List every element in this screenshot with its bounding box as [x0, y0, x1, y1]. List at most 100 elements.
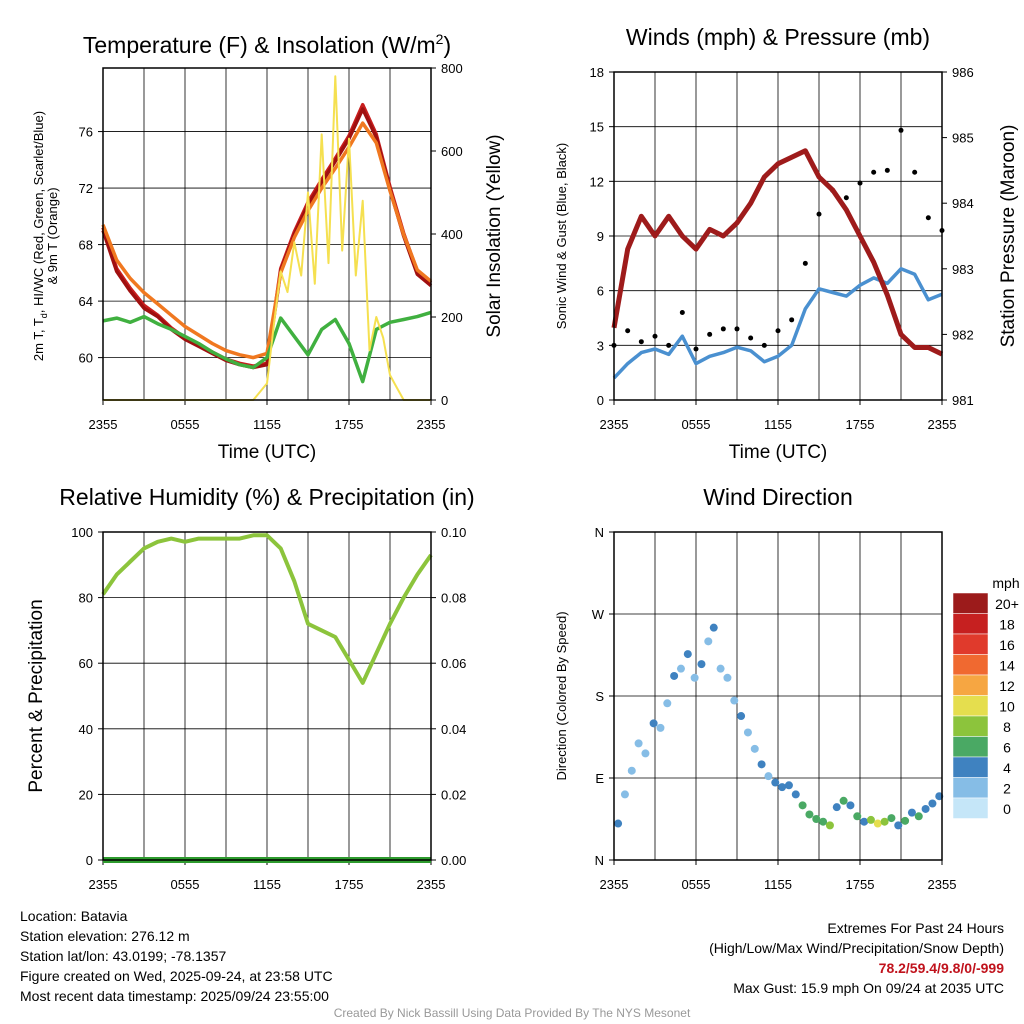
rh-ytick-label: 60: [79, 656, 93, 671]
direction-point: [614, 819, 623, 828]
wind-series-gust-point: [871, 169, 877, 175]
wind-ytick-label: 6: [597, 284, 604, 299]
temp-xtick-label: 0555: [171, 417, 200, 432]
direction-point: [683, 650, 692, 659]
wind-ytick-right-label: 983: [952, 262, 974, 277]
direction-point: [907, 808, 916, 817]
temperature-title: Temperature (F) & Insolation (W/m2): [83, 31, 451, 58]
legend-swatch: [952, 715, 989, 737]
location-text: Location: Batavia: [20, 908, 128, 924]
winds-ylabel-right: Station Pressure (Maroon): [998, 125, 1019, 348]
direction-point: [730, 696, 739, 705]
dir-ytick-label: E: [595, 771, 604, 786]
temp-ytick-right-label: 800: [441, 61, 463, 76]
temperature-ylabel-left-line1: 2m T, Td, HI/WC (Red, Green, Scarlet/Blu…: [31, 111, 49, 361]
direction-point: [819, 817, 828, 826]
direction-point: [839, 796, 848, 805]
wind-ytick-label: 12: [590, 174, 604, 189]
direction-point: [757, 760, 766, 769]
wind-plot-frame: [613, 71, 943, 401]
direction-point: [921, 804, 930, 813]
temperature-ylabel-left-line2: & 9m T (Orange): [45, 187, 60, 284]
direction-point: [627, 766, 636, 775]
direction-point: [716, 664, 725, 673]
direction-point: [723, 673, 732, 682]
direction-point: [690, 673, 699, 682]
rh-ytick-label: 0: [86, 853, 93, 868]
direction-point: [805, 810, 814, 819]
direction-point: [812, 815, 821, 823]
legend-swatch: [952, 777, 989, 799]
wind-ytick-right-label: 981: [952, 393, 974, 408]
chart-marks: 2355 0555 1155 1755 235560646872760200400600…: [71, 61, 973, 892]
wind-series-gust-point: [693, 346, 699, 352]
rh-xtick-label: 1755: [335, 877, 364, 892]
temp-series-td: [102, 310, 432, 384]
direction-point: [880, 817, 889, 826]
wind-ytick-label: 18: [590, 65, 604, 80]
dir-xtick-label: 2355: [928, 877, 957, 892]
extremes-info: Extremes For Past 24 Hours (High/Low/Max…: [709, 918, 1004, 998]
temperature-xlabel: Time (UTC): [218, 442, 317, 463]
station-info: Location: Batavia Station elevation: 276…: [20, 906, 333, 1006]
wind-series-gust-point: [666, 342, 672, 348]
wind-ytick-label: 0: [597, 393, 604, 408]
rh-ytick-right-label: 0.06: [441, 656, 466, 671]
rh-xtick-label: 1155: [253, 877, 281, 892]
direction-point: [873, 819, 882, 828]
legend-label: 16: [999, 637, 1015, 653]
legend-swatch: [952, 633, 989, 655]
direction-point: [764, 772, 773, 781]
wind-ytick-right-label: 986: [952, 65, 974, 80]
legend-label: 12: [999, 678, 1015, 694]
wind-series-gust-point: [789, 317, 795, 323]
wind-series-gust-point: [884, 167, 890, 173]
dir-ytick-label: N: [595, 853, 604, 868]
direction-panel: Wind Direction Direction (Colored By Spe…: [554, 484, 1020, 819]
wind-series-gust-point: [775, 328, 781, 334]
direction-point: [750, 744, 759, 753]
direction-point: [846, 801, 855, 810]
temp-xtick-label: 2355: [417, 417, 446, 432]
direction-ylabel-left: Direction (Colored By Speed): [554, 611, 569, 780]
wind-series-gust-point: [898, 127, 904, 133]
direction-point: [825, 821, 834, 830]
wind-series-gust-point: [925, 215, 931, 221]
credit-text: Created By Nick Bassill Using Data Provi…: [333, 1006, 691, 1020]
recent-data-text: Most recent data timestamp: 2025/09/24 2…: [20, 988, 329, 1004]
temp-ytick-right-label: 0: [441, 393, 448, 408]
temp-ytick-label: 64: [79, 294, 93, 309]
temp-ytick-label: 60: [79, 351, 93, 366]
temp-ytick-right-label: 200: [441, 310, 463, 325]
temp-plot-frame: [102, 67, 432, 401]
temperature-ylabel-right: Solar Insolation (Yellow): [484, 134, 505, 337]
humidity-ylabel-left: Percent & Precipitation: [26, 599, 47, 792]
wind-xtick-label: 2355: [600, 417, 629, 432]
legend-title: mph: [992, 575, 1019, 591]
temp-ytick-right-label: 600: [441, 144, 463, 159]
wind-ytick-right-label: 985: [952, 131, 974, 146]
temp-xtick-label: 1155: [253, 417, 281, 432]
dir-xtick-label: 1155: [764, 877, 792, 892]
temp-ytick-right-label: 400: [441, 227, 463, 242]
dir-xtick-label: 2355: [600, 877, 629, 892]
wind-series-gust-point: [707, 331, 713, 337]
direction-point: [778, 783, 787, 792]
extremes-title: Extremes For Past 24 Hours: [827, 920, 1004, 936]
elevation-text: Station elevation: 276.12 m: [20, 928, 190, 944]
rh-ytick-label: 40: [79, 722, 93, 737]
rh-ytick-right-label: 0.00: [441, 853, 466, 868]
legend-swatch: [952, 797, 989, 819]
wind-series-gust-point: [679, 310, 685, 316]
direction-point: [620, 790, 629, 799]
rh-ytick-label: 80: [79, 591, 93, 606]
legend-swatch: [952, 674, 989, 696]
rh-ytick-label: 20: [79, 787, 93, 802]
direction-point: [663, 699, 672, 708]
wind-series-gust-point: [720, 326, 726, 332]
rh-xtick-label: 2355: [89, 877, 118, 892]
extremes-subtitle: (High/Low/Max Wind/Precipitation/Snow De…: [709, 940, 1004, 956]
temp-xtick-label: 2355: [89, 417, 118, 432]
dir-xtick-label: 0555: [682, 877, 711, 892]
